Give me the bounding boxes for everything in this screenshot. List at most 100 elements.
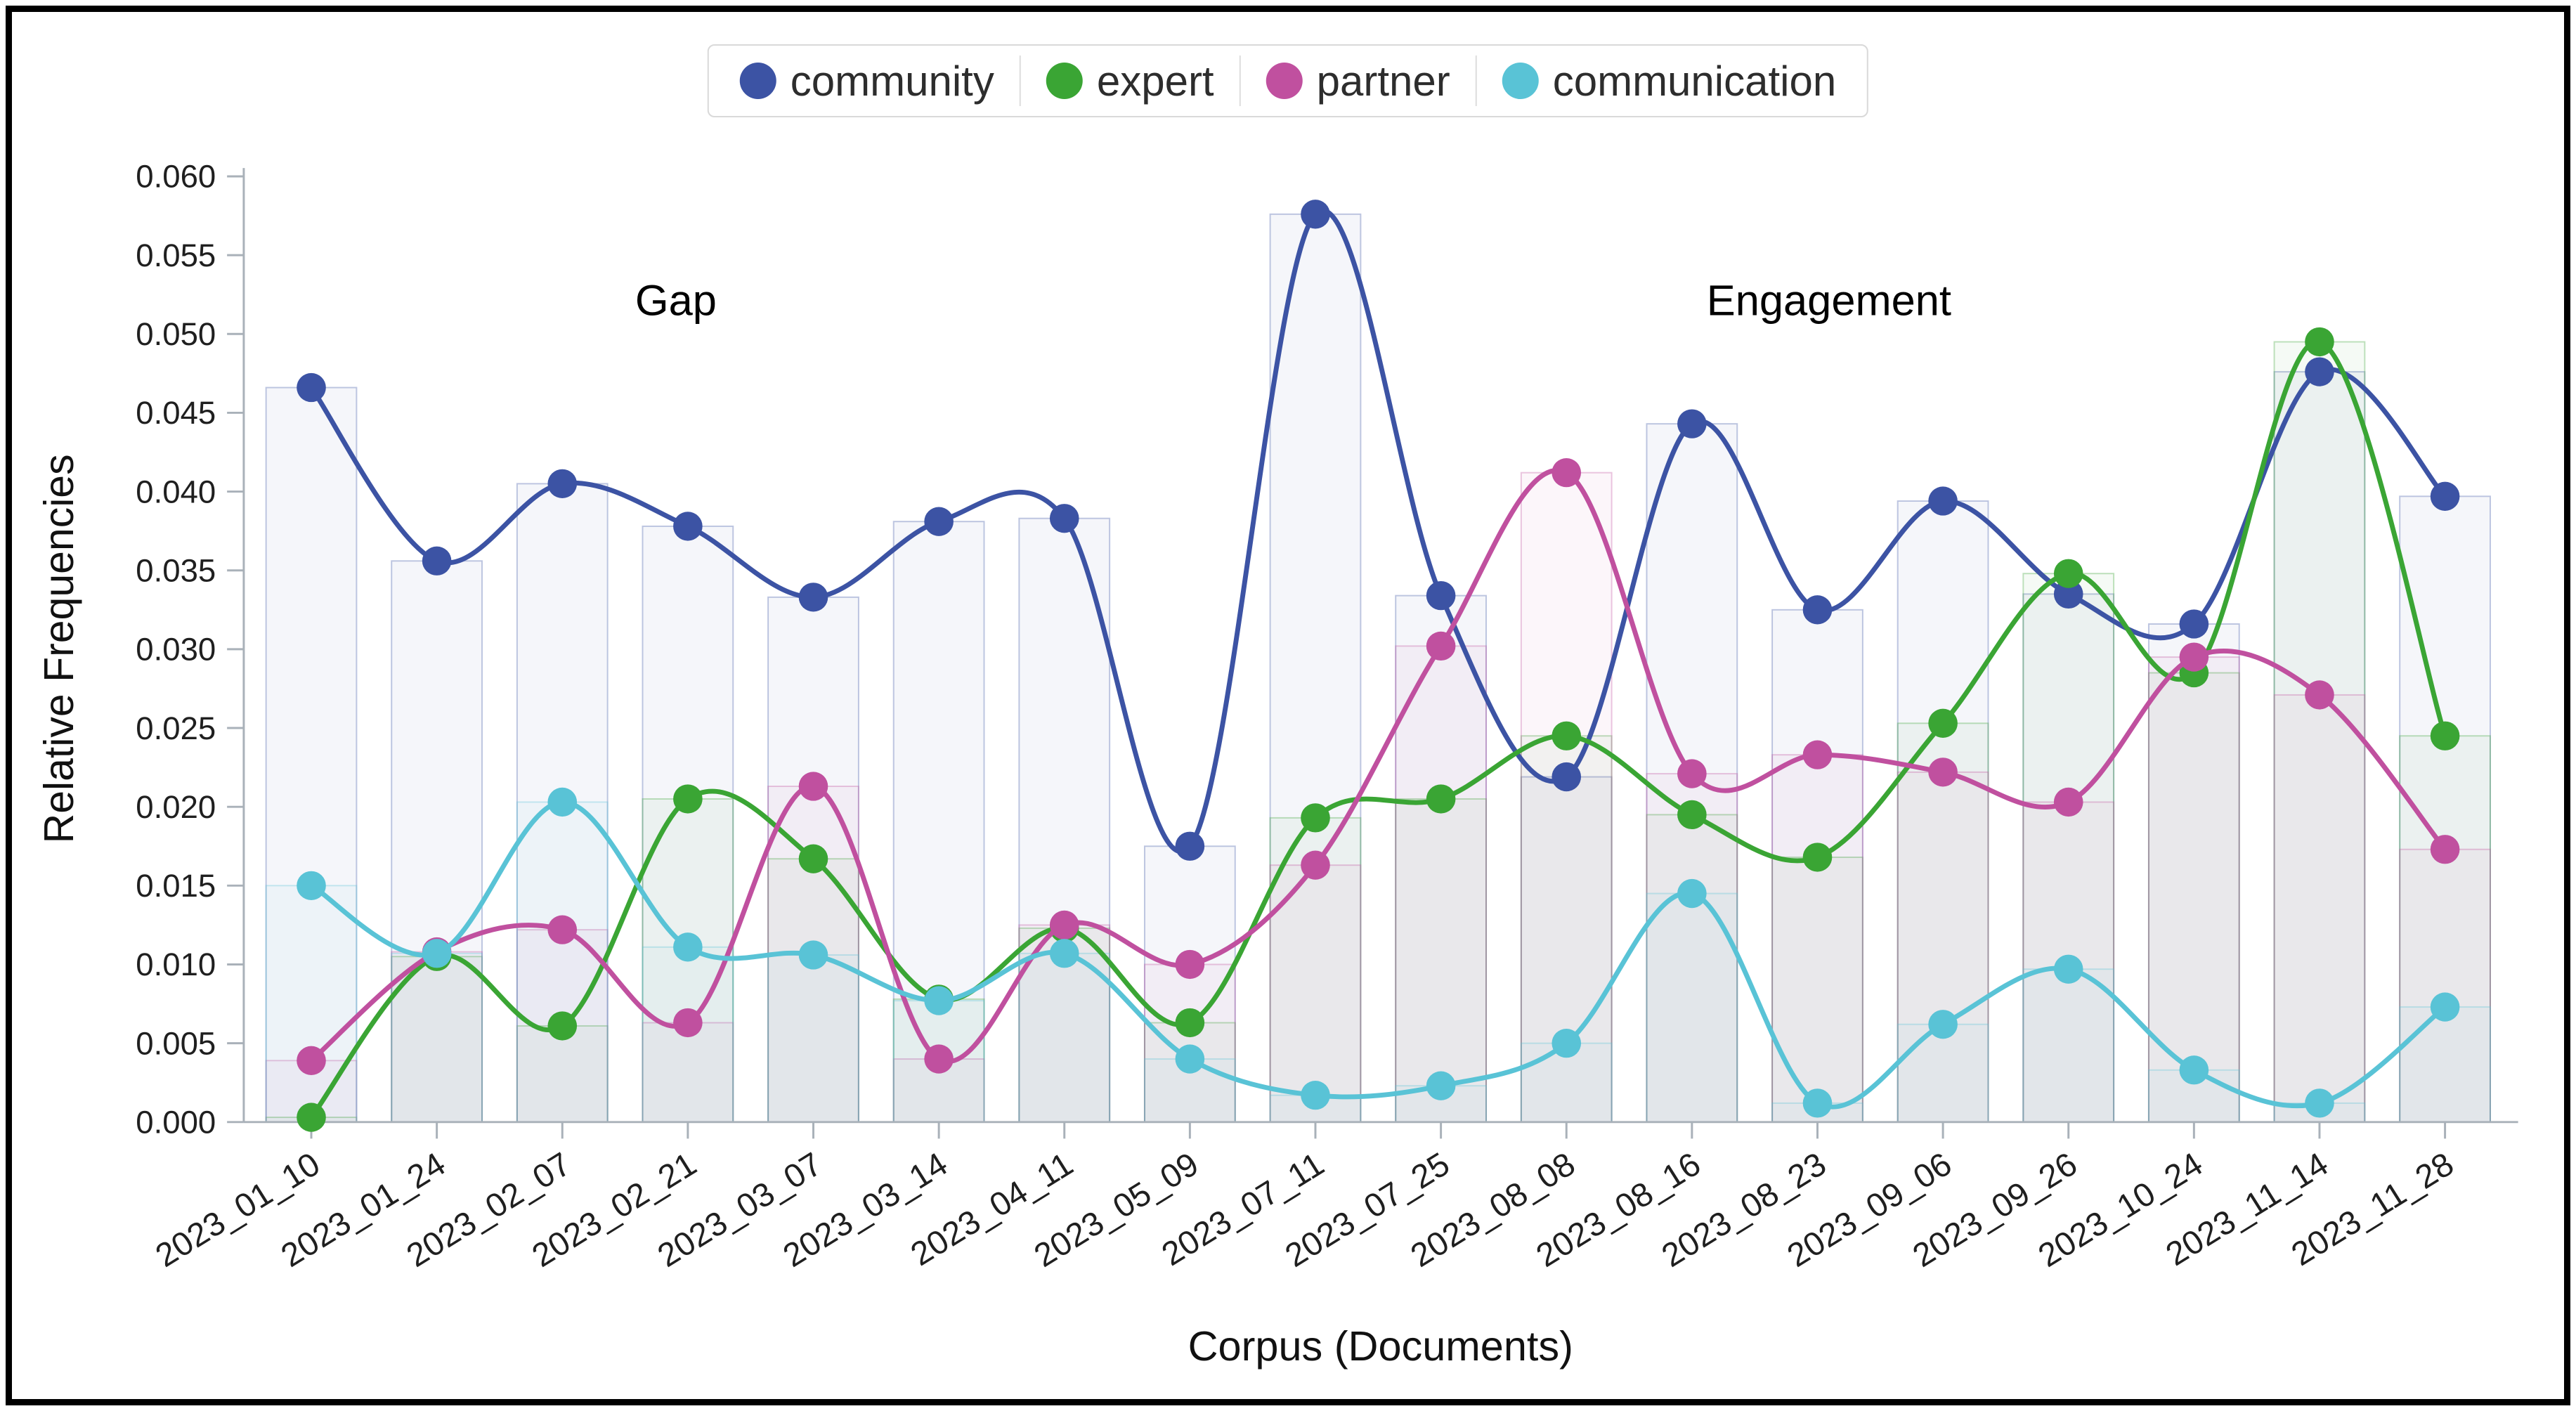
bar xyxy=(1520,472,1613,1123)
data-point-communication xyxy=(1426,1071,1456,1100)
data-point-communication xyxy=(297,871,326,900)
data-point-partner xyxy=(1049,910,1079,940)
data-point-communication xyxy=(924,986,954,1015)
data-point-partner xyxy=(2305,680,2334,710)
data-point-community xyxy=(798,583,828,612)
data-point-expert xyxy=(1175,1008,1205,1038)
bar xyxy=(1897,1023,1989,1123)
legend: community expert partner communication xyxy=(707,44,1869,117)
bar xyxy=(767,858,859,1123)
y-tick-label: 0.020 xyxy=(136,789,216,825)
bar xyxy=(391,956,483,1123)
data-point-partner xyxy=(1928,757,1958,787)
series-layer xyxy=(297,200,2460,1132)
bar xyxy=(642,1022,734,1123)
y-tick-label: 0.030 xyxy=(136,632,216,668)
data-point-community xyxy=(924,507,954,536)
data-point-expert xyxy=(798,844,828,873)
data-point-expert xyxy=(2305,327,2334,357)
data-point-partner xyxy=(1677,759,1707,788)
bar xyxy=(1395,645,1487,1123)
legend-item-communication: communication xyxy=(1477,59,1862,103)
legend-item-partner: partner xyxy=(1241,59,1476,103)
annotation-gap: Gap xyxy=(635,277,717,325)
bar xyxy=(2147,656,2240,1123)
y-tick-label: 0.055 xyxy=(136,238,216,273)
data-point-community xyxy=(673,512,703,541)
data-point-communication xyxy=(1049,939,1079,968)
data-point-community xyxy=(1677,409,1707,438)
data-point-partner xyxy=(1802,740,1833,769)
data-point-communication xyxy=(673,932,703,962)
data-point-partner xyxy=(673,1008,703,1038)
legend-item-community: community xyxy=(715,59,1020,103)
data-point-community xyxy=(2053,579,2083,609)
data-point-expert xyxy=(547,1011,578,1041)
legend-label: partner xyxy=(1316,57,1450,105)
line-chart: 0.000 0.005 0.010 0.015 0.020 0.025 0.030 0.035… xyxy=(35,159,2518,1370)
bar xyxy=(516,1025,609,1123)
legend-label: community xyxy=(790,57,994,105)
legend-label: communication xyxy=(1552,57,1837,105)
data-point-community xyxy=(2430,481,2460,511)
series-community xyxy=(297,200,2460,861)
legend-marker-community xyxy=(739,63,776,99)
data-point-communication xyxy=(2430,992,2460,1022)
data-point-expert xyxy=(1677,800,1707,830)
legend-divider xyxy=(1475,56,1477,106)
series-expert xyxy=(297,327,2460,1132)
data-point-expert xyxy=(1552,721,1582,750)
bar xyxy=(2022,593,2115,1123)
legend-label: expert xyxy=(1096,57,1214,105)
y-tick-label: 0.005 xyxy=(136,1026,216,1062)
data-point-community xyxy=(1426,580,1456,611)
data-point-community xyxy=(547,469,578,499)
data-point-partner xyxy=(2179,642,2209,672)
data-point-community xyxy=(422,546,452,576)
data-point-partner xyxy=(798,772,828,801)
bar xyxy=(1771,1102,1863,1123)
bar xyxy=(516,801,609,1123)
y-tick-label: 0.000 xyxy=(136,1105,216,1140)
bar xyxy=(391,560,483,1123)
data-point-communication xyxy=(1175,1044,1205,1074)
bar xyxy=(1897,722,1989,1123)
data-point-partner xyxy=(1552,458,1582,488)
bar xyxy=(1646,814,1738,1123)
data-point-communication xyxy=(1552,1028,1582,1058)
data-point-partner xyxy=(2053,787,2083,817)
series-partner xyxy=(297,458,2460,1075)
data-point-expert xyxy=(673,784,703,814)
y-tick-label: 0.040 xyxy=(136,474,216,509)
data-point-expert xyxy=(2430,721,2460,750)
data-point-community xyxy=(1802,595,1833,625)
annotations-layer: Gap Engagement xyxy=(635,277,1951,325)
bar xyxy=(1395,594,1487,1123)
legend-divider xyxy=(1019,56,1021,106)
series-communication xyxy=(297,787,2460,1118)
y-tick-label: 0.025 xyxy=(136,710,216,746)
legend-divider xyxy=(1239,56,1241,106)
data-point-communication xyxy=(2053,954,2083,984)
figure-frame: community expert partner communication 0.00… xyxy=(6,6,2570,1405)
bar xyxy=(767,954,859,1123)
data-point-partner xyxy=(1426,631,1456,661)
data-point-communication xyxy=(1677,878,1707,909)
bar xyxy=(1269,213,1362,1123)
data-point-communication xyxy=(547,787,578,817)
annotation-engagement: Engagement xyxy=(1707,277,1951,325)
data-point-partner xyxy=(924,1044,954,1074)
series-line-communication xyxy=(308,800,2448,1110)
background-bars-layer xyxy=(265,213,2491,1123)
data-point-expert xyxy=(1301,803,1330,833)
data-point-partner xyxy=(297,1046,326,1075)
series-line-expert xyxy=(308,339,2448,1120)
legend-marker-expert xyxy=(1046,63,1083,99)
series-line-partner xyxy=(308,468,2448,1064)
x-axis-title: Corpus (Documents) xyxy=(1188,1322,1573,1370)
bar xyxy=(892,521,985,1123)
y-tick-label: 0.015 xyxy=(136,868,216,904)
bar xyxy=(1520,776,1613,1123)
bar xyxy=(1018,517,1111,1123)
